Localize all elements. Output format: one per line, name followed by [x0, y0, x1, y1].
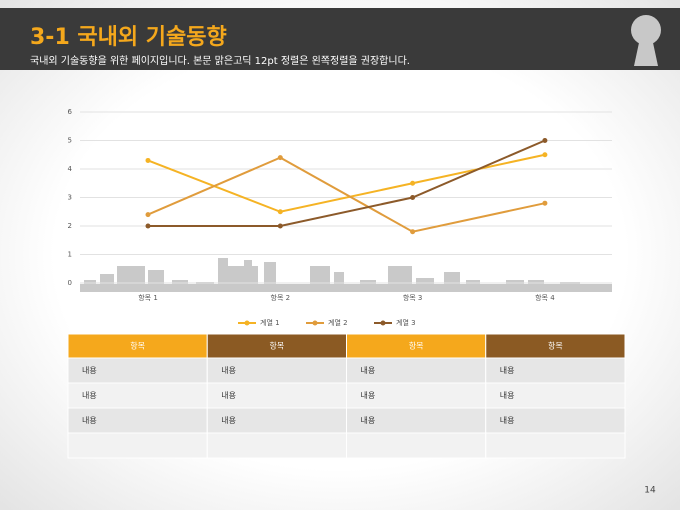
- x-tick-label: 항목 1: [138, 293, 158, 302]
- point: [145, 157, 151, 163]
- body-cell: [67, 357, 208, 384]
- legend-dot: [312, 320, 318, 326]
- point: [410, 229, 416, 235]
- body-cell: [67, 432, 208, 459]
- cell-text: 내용: [221, 366, 236, 375]
- body-cell: [485, 382, 626, 409]
- cell-text: 내용: [361, 366, 376, 375]
- cell-text: 내용: [82, 366, 97, 375]
- header-band: [0, 8, 680, 70]
- point: [277, 155, 283, 161]
- subtitle: 국내외 기술동향을 위한 페이지입니다. 본문 맑은고딕 12pt 정렬은 왼쪽…: [30, 54, 410, 67]
- point: [542, 152, 548, 158]
- y-tick-label: 3: [68, 194, 72, 202]
- body-cell: [67, 382, 208, 409]
- y-tick-label: 1: [68, 251, 72, 259]
- header-cell: [485, 333, 626, 359]
- point: [277, 209, 283, 215]
- title: 3-1 국내외 기술동향: [30, 25, 227, 50]
- body-cell: [67, 407, 208, 434]
- y-tick-label: 6: [68, 108, 73, 116]
- legend-label: 계열 2: [328, 318, 348, 327]
- cell-text: 내용: [82, 391, 97, 400]
- point: [145, 212, 151, 218]
- point: [542, 200, 548, 206]
- cell-text: 내용: [361, 391, 376, 400]
- page-number: 14: [644, 486, 656, 496]
- body-cell: [485, 407, 626, 434]
- point: [145, 223, 151, 229]
- body-cell: [206, 432, 347, 459]
- legend-dot: [380, 320, 386, 326]
- header-cell: [346, 333, 487, 359]
- keyhole-icon: [631, 15, 661, 66]
- x-tick-label: 항목 3: [403, 293, 423, 302]
- cell-text: 내용: [361, 416, 376, 425]
- y-tick-label: 5: [68, 137, 72, 145]
- body-cell: [346, 432, 487, 459]
- point: [410, 180, 416, 186]
- series-line: [147, 156, 546, 233]
- point: [410, 195, 416, 200]
- x-tick-label: 항목 4: [535, 293, 555, 302]
- y-tick-label: 4: [68, 165, 73, 173]
- y-tick-label: 2: [68, 222, 72, 230]
- point: [542, 138, 548, 143]
- cell-text: 내용: [221, 416, 236, 425]
- y-tick-label: 0: [68, 279, 72, 287]
- legend-label: 계열 1: [260, 318, 280, 327]
- cell-text: 내용: [500, 366, 515, 375]
- body-cell: [485, 357, 626, 384]
- cell-text: 내용: [500, 391, 515, 400]
- series-line: [148, 139, 546, 227]
- point: [277, 223, 283, 229]
- cell-text: 내용: [82, 416, 97, 425]
- header-text: 항목: [548, 342, 563, 351]
- body-cell: [346, 357, 487, 384]
- header-text: 항목: [270, 342, 285, 351]
- header-text: 항목: [130, 342, 145, 351]
- cell-text: 내용: [500, 416, 515, 425]
- legend-dot: [244, 320, 250, 326]
- body-cell: [485, 432, 626, 459]
- legend-label: 계열 3: [396, 318, 416, 327]
- x-tick-label: 항목 2: [271, 293, 291, 302]
- cell-text: 내용: [221, 391, 236, 400]
- header-text: 항목: [409, 342, 424, 351]
